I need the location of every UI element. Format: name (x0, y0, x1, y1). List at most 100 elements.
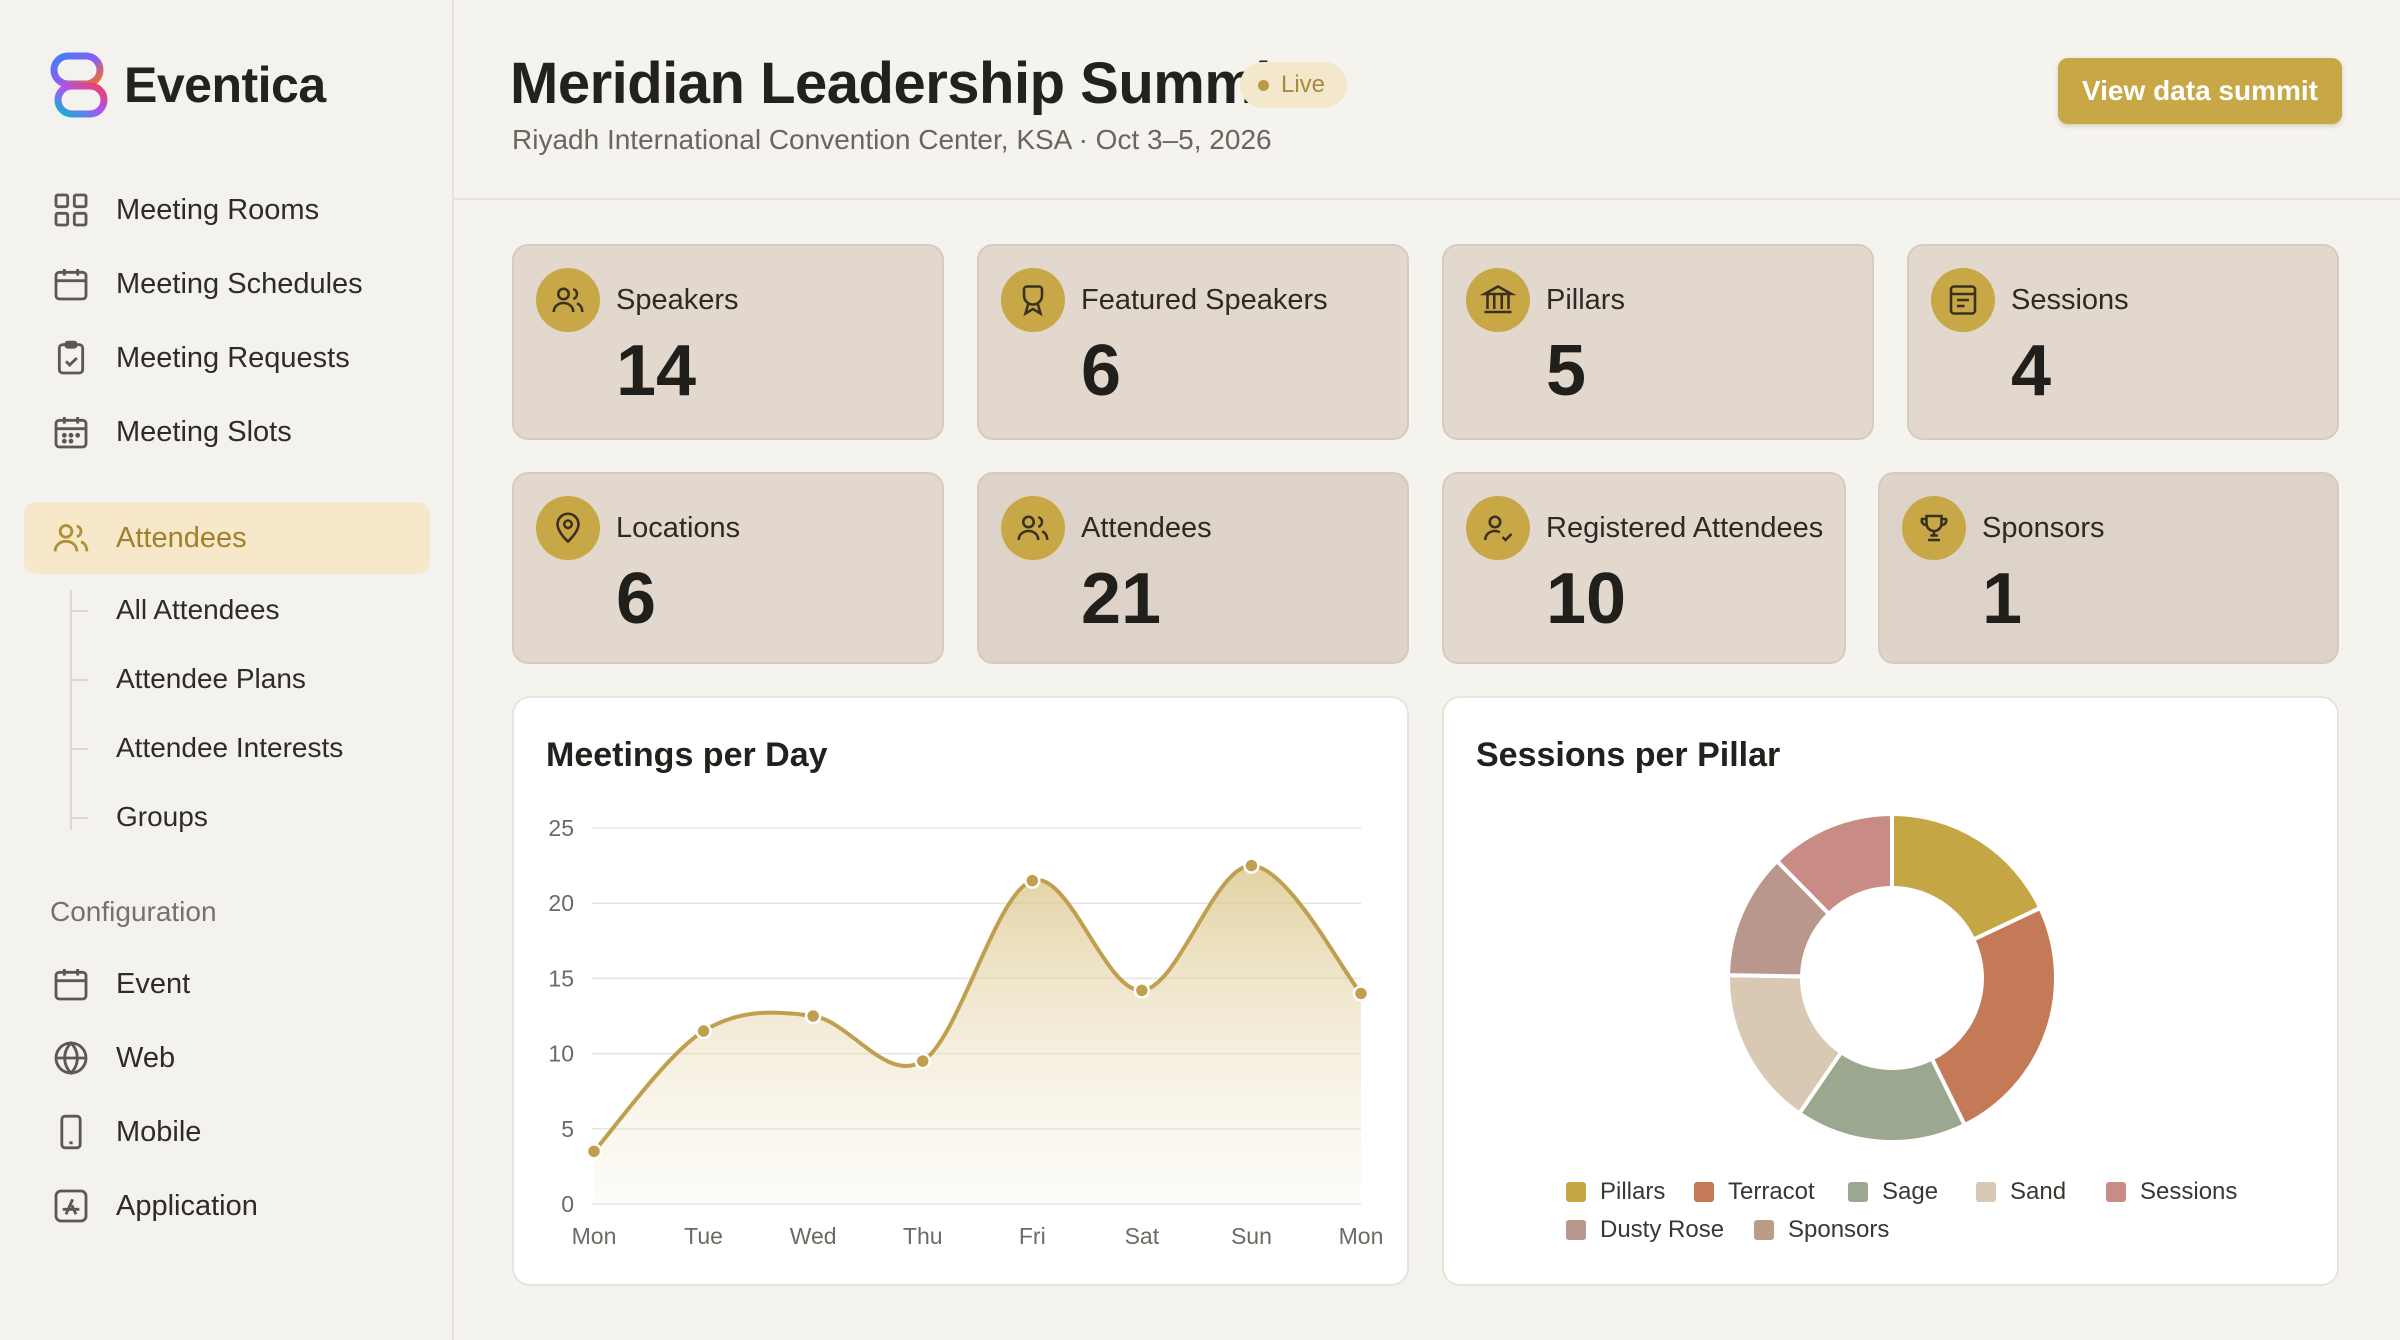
sidebar-item-label: Attendees (116, 521, 247, 554)
legend-item: Terracot (1694, 1178, 1815, 1206)
legend-swatch (1754, 1220, 1774, 1240)
data-point (1352, 985, 1370, 1002)
legend-label: Dusty Rose (1600, 1216, 1725, 1243)
stat-card-sponsors[interactable]: Sponsors 1 (1878, 472, 2339, 664)
x-tick-label: Tue (684, 1223, 723, 1249)
sidebar-item-label: Meeting Requests (116, 341, 350, 374)
stat-value: 5 (1546, 331, 1587, 411)
stat-card-pillars[interactable]: Pillars 5 (1442, 244, 1874, 440)
users-icon (1001, 496, 1065, 560)
stat-value: 14 (616, 331, 697, 411)
sidebar-item-label: Meeting Slots (116, 415, 292, 448)
stat-card-locations[interactable]: Locations 6 (512, 472, 944, 664)
y-tick-label: 10 (548, 1041, 574, 1067)
user-check-icon (1466, 496, 1530, 560)
event-location-dates: Riyadh International Convention Center, … (512, 124, 1272, 155)
y-tick-label: 0 (561, 1191, 574, 1217)
sidebar-item-label: Application (116, 1189, 258, 1222)
y-tick-label: 5 (561, 1116, 574, 1142)
page-header: Meridian Leadership Summit Live Riyadh I… (454, 0, 2400, 200)
legend-item: Sand (1976, 1178, 2066, 1206)
legend-swatch (1848, 1182, 1868, 1202)
stat-card-featured-speakers[interactable]: Featured Speakers 6 (977, 244, 1409, 440)
stat-label: Sponsors (1982, 512, 2105, 544)
legend-swatch (1566, 1220, 1586, 1240)
sidebar-subitem-all-attendees[interactable]: All Attendees (116, 594, 280, 625)
stat-card-sessions[interactable]: Sessions 4 (1907, 244, 2339, 440)
eventica-logo-icon (50, 52, 108, 118)
submenu-tick (70, 817, 88, 819)
sidebar-item-meeting-rooms[interactable]: Meeting Rooms (24, 174, 430, 246)
pie-slice (1929, 905, 2058, 1128)
legend-item: Dusty Rose (1566, 1216, 1724, 1244)
page-title: Meridian Leadership Summit (510, 51, 1290, 116)
legend-swatch (2106, 1182, 2126, 1202)
stat-card-speakers[interactable]: Speakers 14 (512, 244, 944, 440)
sidebar-item-attendees[interactable]: Attendees (24, 502, 430, 574)
data-point (914, 1052, 931, 1070)
brand[interactable]: Eventica (48, 50, 326, 120)
data-point (695, 1022, 712, 1040)
ribbon-icon (1001, 268, 1065, 332)
sidebar-item-label: Mobile (116, 1115, 202, 1148)
sessions-per-pillar-chart (1725, 811, 2058, 1144)
x-tick-label: Wed (790, 1223, 837, 1249)
sidebar-item-label: Web (116, 1041, 176, 1074)
stat-label: Speakers (616, 284, 739, 316)
data-point (585, 1143, 603, 1160)
sessions-per-pillar-panel: Sessions per Pillar Pillars Terracot Sage S… (1442, 696, 2339, 1286)
sidebar-item-meeting-slots[interactable]: Meeting Slots (24, 396, 430, 468)
view-data-summit-button[interactable]: View data summit (2058, 58, 2342, 124)
chart-title: Meetings per Day (546, 736, 828, 774)
sidebar-subitem-attendee-interests[interactable]: Attendee Interests (116, 732, 344, 763)
y-tick-label: 25 (548, 815, 574, 841)
stat-label: Locations (616, 512, 741, 544)
legend-label: Sand (2010, 1178, 2067, 1205)
phone-icon (50, 1111, 92, 1153)
meetings-per-day-chart: 0 5 10 15 20 25 Mon Tue Wed Thu Fri Sat Sun Mon (548, 815, 1383, 1249)
x-tick-label: Sun (1231, 1223, 1272, 1249)
stat-card-attendees[interactable]: Attendees 21 (977, 472, 1409, 664)
stat-value: 21 (1081, 559, 1162, 639)
legend-item: Sponsors (1754, 1216, 1889, 1244)
brand-name: Eventica (124, 57, 326, 113)
pie-slice (1890, 811, 2043, 943)
data-point (1243, 857, 1260, 874)
stat-value: 6 (1081, 331, 1122, 411)
legend-item: Sage (1848, 1178, 1938, 1206)
sidebar-item-label: Meeting Schedules (116, 267, 363, 300)
sidebar-item-application[interactable]: Application (24, 1170, 430, 1242)
sidebar-subitem-attendee-plans[interactable]: Attendee Plans (116, 663, 306, 694)
stat-label: Pillars (1546, 284, 1625, 316)
sidebar-item-event[interactable]: Event (24, 948, 430, 1020)
legend-label: Sage (1882, 1178, 1939, 1205)
status-badge: Live (1240, 62, 1348, 108)
grid-icon (50, 189, 92, 231)
data-point (1024, 872, 1041, 889)
legend-label: Pillars (1600, 1178, 1666, 1205)
sidebar-item-meeting-schedules[interactable]: Meeting Schedules (24, 248, 430, 320)
sidebar-item-web[interactable]: Web (24, 1022, 430, 1094)
calendar-icon (50, 963, 92, 1005)
series-line (592, 863, 1363, 1153)
trophy-icon (1902, 496, 1966, 560)
users-icon (50, 517, 92, 559)
y-tick-label: 20 (548, 890, 574, 916)
sidebar-subitem-groups[interactable]: Groups (116, 801, 208, 832)
map-pin-icon (536, 496, 600, 560)
legend-item: Sessions (2106, 1178, 2237, 1206)
sidebar-item-meeting-requests[interactable]: Meeting Requests (24, 322, 430, 394)
x-tick-label: Sat (1125, 1223, 1160, 1249)
pie-slice (1774, 811, 1894, 917)
stat-label: Featured Speakers (1081, 284, 1328, 316)
calendar-dots-icon (50, 411, 92, 453)
data-point (804, 1007, 822, 1025)
clipboard-check-icon (50, 337, 92, 379)
stat-card-registered-attendees[interactable]: Registered Attendees 10 (1442, 472, 1846, 664)
submenu-tick (70, 679, 88, 681)
sidebar-item-mobile[interactable]: Mobile (24, 1096, 430, 1168)
globe-icon (50, 1037, 92, 1079)
submenu-guide (70, 590, 72, 830)
stat-label: Sessions (2011, 284, 2129, 316)
legend-item: Pillars (1566, 1178, 1665, 1206)
